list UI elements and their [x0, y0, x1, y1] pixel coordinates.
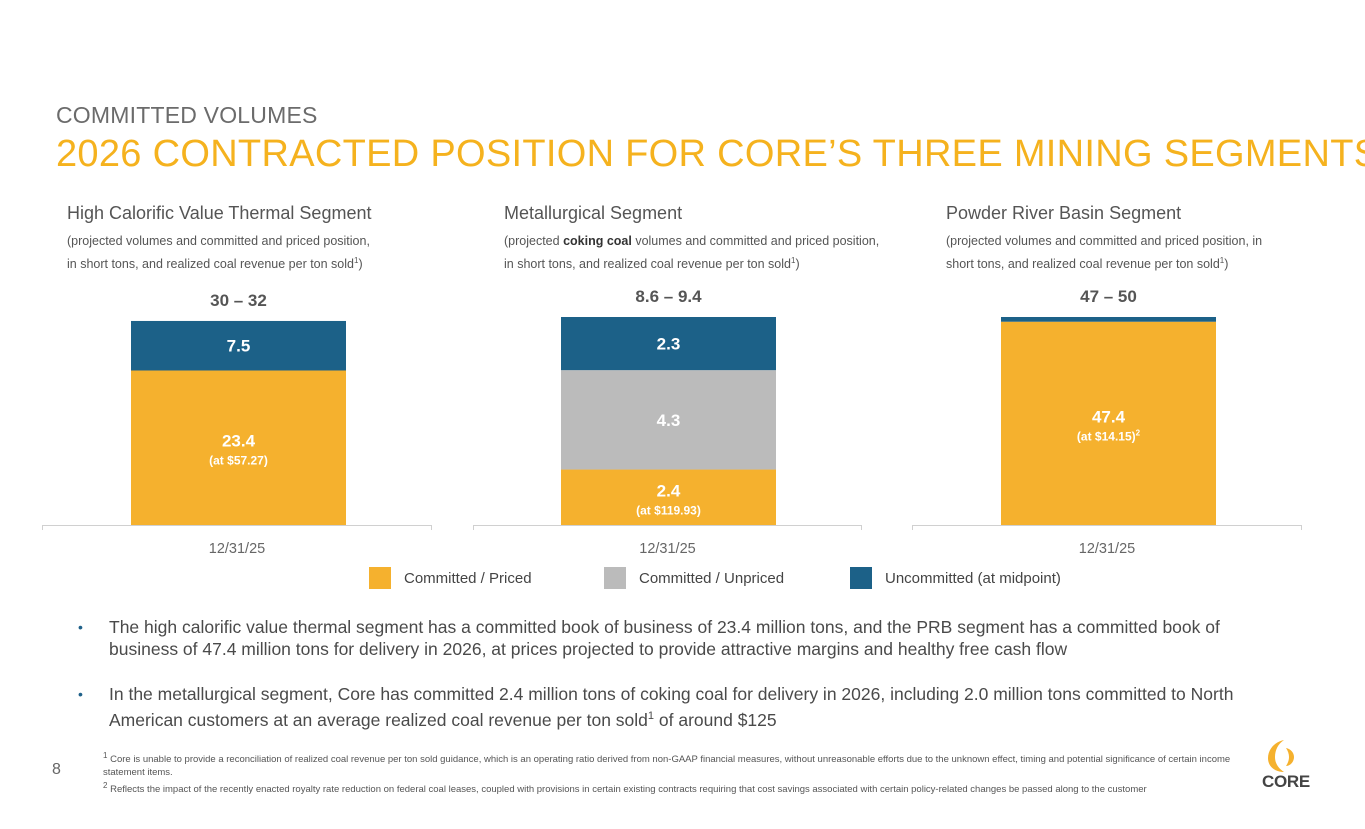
core-logo: CORE [1262, 738, 1310, 793]
segment-note: (projected volumes and committed and pri… [946, 231, 1281, 274]
footnote-text: Core is unable to provide a reconciliati… [103, 754, 1231, 779]
bullet-text-part: In the metallurgical segment, Core has c… [109, 684, 1234, 730]
bar-price-label: (at $119.93) [636, 503, 701, 517]
segment-note: (projected volumes and committed and pri… [67, 231, 397, 274]
bullet-sup: 1 [647, 710, 655, 722]
legend-swatch [850, 567, 872, 589]
legend-committed-priced: Committed / Priced [369, 566, 532, 590]
segment-note: (projected coking coal volumes and commi… [504, 231, 889, 274]
bar-segment-uncommitted [131, 320, 346, 371]
legend-label: Committed / Unpriced [639, 569, 785, 587]
bar-price-sup: 2 [1136, 428, 1141, 437]
bullet-text-part: of around $125 [654, 709, 777, 730]
section-subtitle: COMMITTED VOLUMES [56, 102, 318, 128]
legend-uncommitted: Uncommitted (at midpoint) [850, 566, 1061, 590]
segment-title: High Calorific Value Thermal Segment [67, 203, 372, 223]
segment-title: Metallurgical Segment [504, 203, 683, 223]
note-text: ) [795, 257, 800, 272]
bar-segment-committed-unpriced [561, 370, 776, 470]
footnote-1: 1 Core is unable to provide a reconcilia… [103, 749, 1253, 779]
bullet-text: The high calorific value thermal segment… [109, 617, 1220, 659]
bar-value-label: 7.5 [227, 337, 251, 356]
legend-committed-unpriced: Committed / Unpriced [604, 566, 784, 590]
segment-header-thermal: High Calorific Value Thermal Segment (pr… [67, 203, 397, 274]
bar-value-label: 2.4 [657, 481, 681, 500]
bullet-dot: • [78, 619, 83, 635]
legend-label: Committed / Priced [404, 569, 532, 587]
bullet-item: • In the metallurgical segment, Core has… [78, 683, 1278, 731]
footnotes: 1 Core is unable to provide a reconcilia… [103, 749, 1253, 796]
note-sup: 1 [790, 256, 796, 265]
footnote-sup: 1 [103, 751, 108, 760]
note-text: (projected volumes and committed and pri… [946, 234, 1263, 272]
bar-segment-committed-priced [1001, 321, 1216, 525]
bar-segment-committed-priced [131, 370, 346, 525]
logo-text: CORE [1262, 772, 1310, 791]
x-axis-category-label: 12/31/25 [209, 541, 265, 557]
footnote-text: Reflects the impact of the recently enac… [107, 784, 1147, 796]
note-sup: 1 [353, 256, 359, 265]
bullet-dot: • [78, 686, 83, 702]
bar-price-label: (at $14.15)2 [1077, 428, 1141, 443]
bar-segment-uncommitted [1001, 317, 1216, 322]
bar-value-label: 2.3 [657, 335, 681, 354]
bar-value-label: 23.4 [222, 432, 256, 451]
bar-segment-committed-priced [561, 469, 776, 525]
footnote-2: 2 Reflects the impact of the recently en… [103, 779, 1253, 796]
bullet-item: • The high calorific value thermal segme… [78, 616, 1278, 660]
note-text: (projected [504, 234, 564, 248]
note-text: volumes and committed and priced positio… [504, 234, 880, 272]
legend-label: Uncommitted (at midpoint) [885, 569, 1061, 587]
bullet-text: In the metallurgical segment, Core has c… [109, 683, 1278, 731]
page-title: 2026 CONTRACTED POSITION FOR CORE’S THRE… [56, 133, 1365, 175]
bar-value-label: 4.3 [657, 411, 681, 430]
x-axis-category-label: 12/31/25 [1079, 541, 1135, 557]
note-bold: coking coal [563, 234, 632, 248]
bar-value-label: 47.4 [1092, 407, 1126, 426]
legend-swatch [369, 567, 391, 589]
segment-title: Powder River Basin Segment [946, 203, 1182, 223]
core-logo-icon [1268, 740, 1294, 772]
bar-total-label: 30 – 32 [210, 291, 267, 310]
note-text: ) [358, 257, 363, 272]
segment-header-metallurgical: Metallurgical Segment (projected coking … [504, 203, 889, 274]
note-text: in short tons, and realized coal revenue… [67, 257, 354, 272]
x-axis-category-label: 12/31/25 [639, 541, 695, 557]
bar-price-label: (at $57.27) [209, 454, 268, 468]
page-number: 8 [52, 761, 61, 778]
segment-header-prb: Powder River Basin Segment (projected vo… [946, 203, 1281, 274]
legend-swatch [604, 567, 626, 589]
bar-total-label: 8.6 – 9.4 [635, 287, 702, 306]
note-sup: 1 [1219, 256, 1225, 265]
note-text: (projected volumes and committed and pri… [67, 234, 370, 248]
bar-segment-uncommitted [561, 317, 776, 371]
footnote-sup: 2 [103, 781, 108, 791]
bar-total-label: 47 – 50 [1080, 287, 1137, 306]
note-text: ) [1224, 257, 1229, 272]
